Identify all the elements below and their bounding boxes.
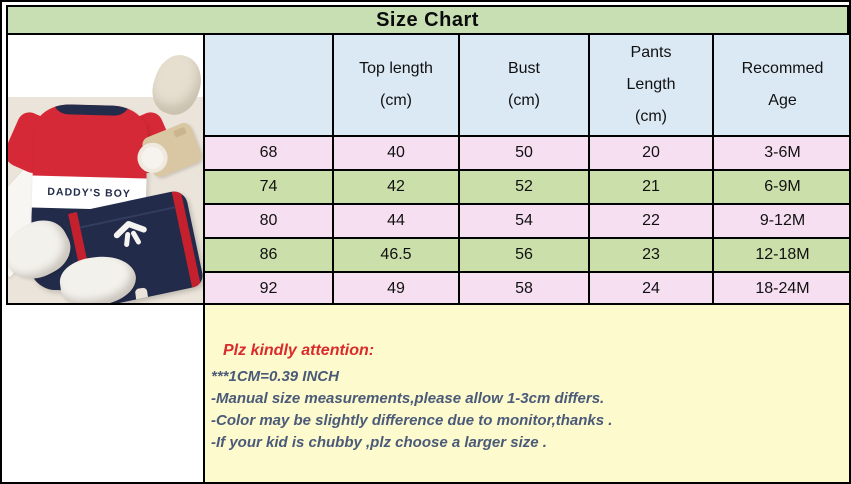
age-cell: 3-6M	[712, 135, 849, 171]
page-title: Size Chart	[6, 5, 849, 35]
column-header-bust: Bust (cm)	[458, 33, 590, 137]
column-header-recommed-age: Recommed Age	[712, 33, 849, 137]
column-header-pants-length: Pants Length (cm)	[588, 33, 714, 137]
attention-notes: Plz kindly attention: ***1CM=0.39 INCH -…	[203, 303, 849, 482]
size-cell: 68	[203, 135, 334, 171]
drawstring-bow	[110, 216, 151, 253]
age-cell: 9-12M	[712, 203, 849, 239]
romper-red-top	[32, 103, 149, 179]
size-table: Top length (cm) Bust (cm) Pants Length (…	[203, 33, 849, 307]
column-header-top-length: Top length (cm)	[332, 33, 460, 137]
bust-cell: 50	[458, 135, 590, 171]
bow-tail	[130, 229, 142, 246]
camera-button	[173, 126, 187, 138]
top-length-cell: 44	[332, 203, 460, 239]
bust-cell: 52	[458, 169, 590, 205]
bust-cell: 54	[458, 203, 590, 239]
table-row: 86 46.5 56 23 12-18M	[203, 237, 849, 273]
romper-collar	[52, 103, 131, 117]
bust-cell: 58	[458, 271, 590, 307]
pants-length-cell: 24	[588, 271, 714, 307]
age-cell: 12-18M	[712, 237, 849, 273]
bow-tail	[123, 231, 131, 248]
top-length-cell: 46.5	[332, 237, 460, 273]
table-row: 92 49 58 24 18-24M	[203, 271, 849, 307]
note-line: -Color may be slightly difference due to…	[211, 412, 613, 429]
table-row: 74 42 52 21 6-9M	[203, 169, 849, 205]
size-cell: 80	[203, 203, 334, 239]
note-line: -If your kid is chubby ,plz choose a lar…	[211, 434, 547, 451]
corner-header-cell	[203, 33, 334, 137]
bust-cell: 56	[458, 237, 590, 273]
top-length-cell: 49	[332, 271, 460, 307]
pants-length-cell: 22	[588, 203, 714, 239]
pants-length-cell: 23	[588, 237, 714, 273]
pants-length-cell: 20	[588, 135, 714, 171]
size-cell: 86	[203, 237, 334, 273]
table-row: 68 40 50 20 3-6M	[203, 135, 849, 171]
age-cell: 18-24M	[712, 271, 849, 307]
notes-heading: Plz kindly attention:	[223, 342, 375, 359]
pants-length-cell: 21	[588, 169, 714, 205]
top-length-cell: 40	[332, 135, 460, 171]
top-length-cell: 42	[332, 169, 460, 205]
size-cell: 92	[203, 271, 334, 307]
age-cell: 6-9M	[712, 169, 849, 205]
size-cell: 74	[203, 169, 334, 205]
header-row: Top length (cm) Bust (cm) Pants Length (…	[203, 33, 849, 137]
note-line: -Manual size measurements,please allow 1…	[211, 390, 605, 407]
romper-slogan-text: DADDY'S BOY	[47, 185, 132, 201]
table-row: 80 44 54 22 9-12M	[203, 203, 849, 239]
product-photo: DADDY'S BOY	[6, 33, 205, 305]
note-line: ***1CM=0.39 INCH	[211, 368, 339, 385]
